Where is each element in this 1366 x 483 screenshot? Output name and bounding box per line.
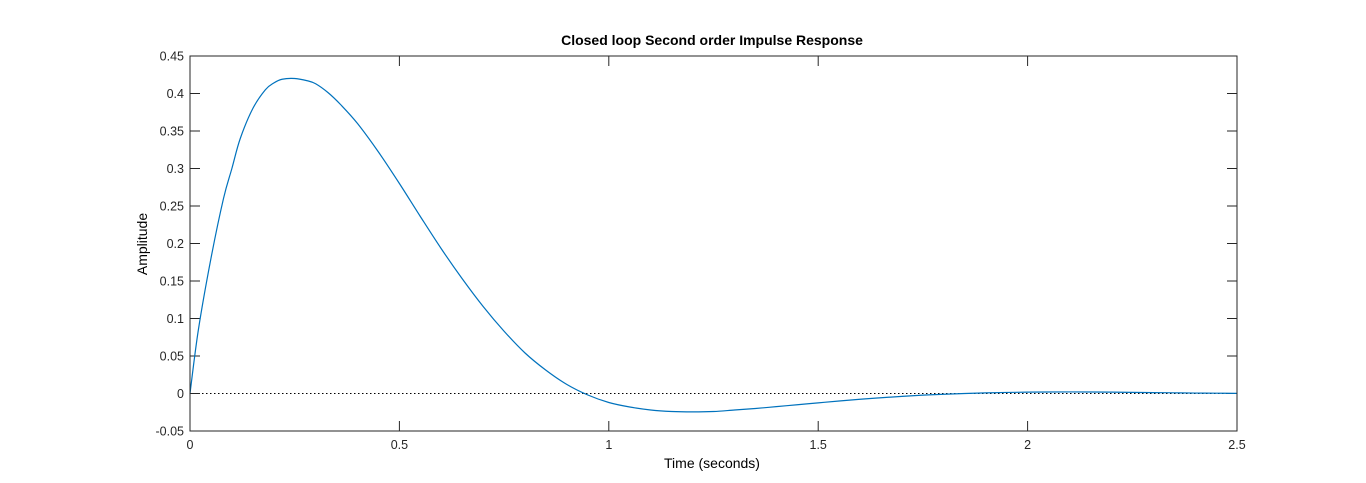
series-line	[189, 77, 1238, 413]
y-tick-label: 0.35	[160, 125, 184, 139]
y-tick-label: 0.2	[167, 237, 184, 251]
y-tick-label: 0.45	[160, 50, 184, 64]
x-tick-labels: 0 0.5 1 1.5 2 2.5	[187, 438, 1246, 452]
x-tick-label: 2	[1024, 438, 1031, 452]
x-tick-label: 1.5	[810, 438, 827, 452]
y-axis-label: Amplitude	[134, 213, 150, 275]
y-tick-label: 0.1	[167, 312, 184, 326]
x-tick-label: 1	[605, 438, 612, 452]
y-tick-label: -0.05	[156, 425, 185, 439]
y-tick-label: 0.15	[160, 275, 184, 289]
x-axis-label: Time (seconds)	[664, 455, 760, 471]
y-tick-label: 0.3	[167, 162, 184, 176]
x-tick-label: 0	[187, 438, 194, 452]
plot-area	[190, 56, 1237, 431]
y-tick-label: 0.4	[167, 87, 184, 101]
axes-box	[189, 55, 1238, 432]
y-tick-labels: -0.05 0 0.05 0.1 0.15 0.2 0.25 0.3 0.35 0.4 0.45	[156, 50, 185, 439]
y-tick-label: 0	[177, 387, 184, 401]
y-tick-label: 0.25	[160, 200, 184, 214]
y-tick-label: 0.05	[160, 350, 184, 364]
x-tick-label: 0.5	[391, 438, 408, 452]
x-tick-label: 2.5	[1228, 438, 1245, 452]
chart-title: Closed loop Second order Impulse Respons…	[561, 32, 863, 48]
